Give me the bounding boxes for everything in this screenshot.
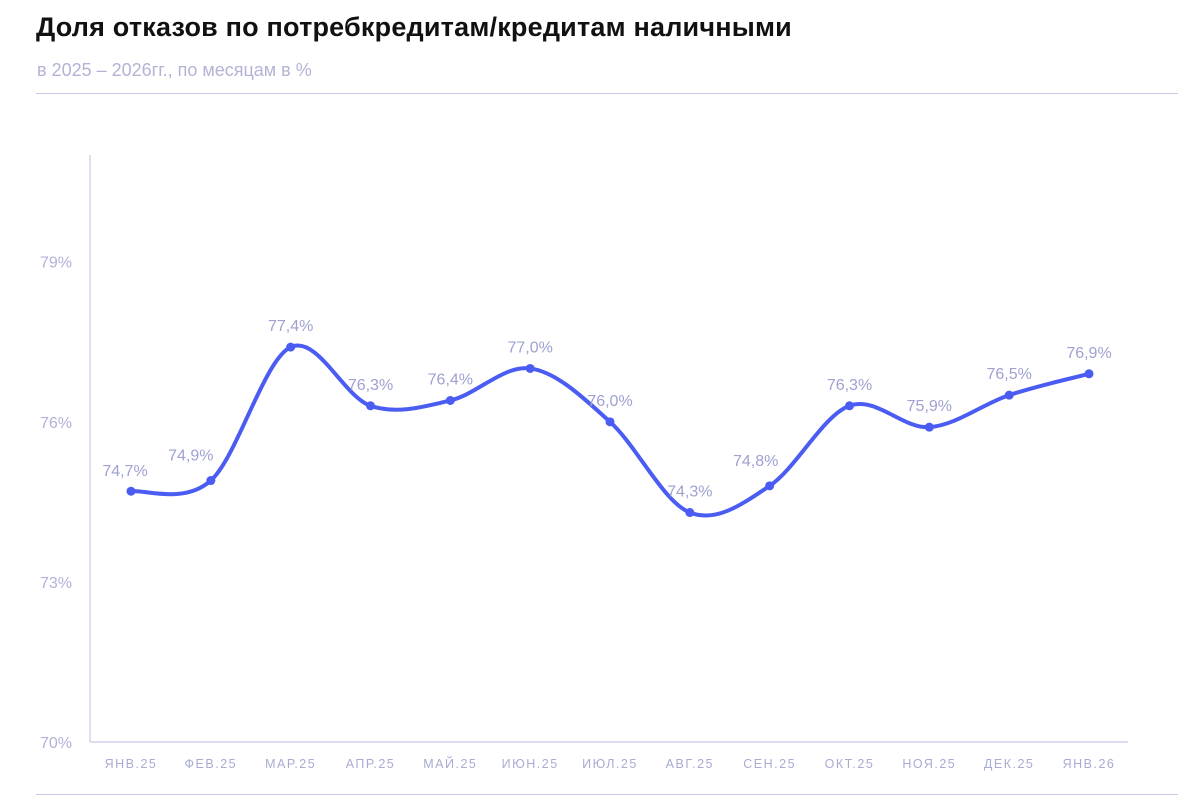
- series-line: [129, 343, 1091, 518]
- x-tick-label: ЯНВ.25: [105, 757, 158, 771]
- data-point: [286, 342, 296, 352]
- data-point: [126, 486, 136, 496]
- x-tick-label: ИЮН.25: [502, 757, 559, 771]
- chart-subtitle: в 2025 – 2026гг., по месяцам в %: [37, 60, 312, 80]
- y-tick-label: 70%: [40, 735, 72, 752]
- data-point: [685, 508, 695, 518]
- data-label: 76,9%: [1066, 345, 1111, 362]
- bottom-divider: [36, 794, 1178, 795]
- data-label: 76,3%: [348, 377, 393, 394]
- data-label: 77,4%: [268, 318, 313, 335]
- data-point: [1004, 390, 1014, 400]
- x-tick-label: МАЙ.25: [423, 756, 477, 771]
- data-point: [845, 401, 854, 411]
- data-label: 76,4%: [428, 371, 473, 388]
- chart-title: Доля отказов по потребкредитам/кредитам …: [36, 12, 792, 42]
- top-divider: [36, 93, 1178, 94]
- data-label: 75,9%: [907, 398, 952, 415]
- data-point: [765, 481, 775, 491]
- data-label: 76,5%: [986, 366, 1031, 383]
- data-point: [366, 401, 375, 411]
- data-label: 74,7%: [102, 463, 147, 480]
- data-label: 74,3%: [667, 484, 712, 501]
- x-tick-label: НОЯ.25: [902, 757, 956, 771]
- data-point: [1084, 369, 1094, 379]
- x-tick-label: ОКТ.25: [825, 757, 875, 771]
- y-tick-label: 73%: [40, 575, 72, 592]
- x-tick-label: ДЕК.25: [984, 757, 1034, 771]
- x-tick-label: ИЮЛ.25: [582, 757, 638, 771]
- x-tick-label: ФЕВ.25: [185, 757, 238, 771]
- x-tick-label: АПР.25: [346, 757, 396, 771]
- data-point: [605, 417, 615, 427]
- x-tick-label: ЯНВ.26: [1063, 757, 1116, 771]
- data-point: [525, 363, 535, 373]
- data-point: [445, 395, 455, 405]
- data-label: 74,9%: [168, 448, 213, 465]
- x-tick-label: АВГ.25: [666, 757, 714, 771]
- data-label: 77,0%: [507, 339, 552, 356]
- y-tick-label: 79%: [40, 255, 72, 272]
- data-label: 76,0%: [587, 393, 632, 410]
- data-point: [924, 422, 934, 432]
- data-label: 76,3%: [827, 377, 872, 394]
- data-label: 74,8%: [733, 453, 778, 470]
- y-tick-label: 76%: [40, 415, 72, 432]
- data-point: [206, 476, 216, 486]
- x-tick-label: МАР.25: [265, 757, 316, 771]
- x-tick-label: СЕН.25: [743, 757, 796, 771]
